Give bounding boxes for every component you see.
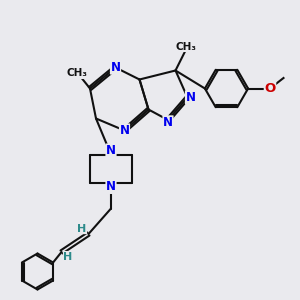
Text: N: N	[163, 116, 173, 129]
Text: N: N	[110, 61, 121, 74]
Text: CH₃: CH₃	[66, 68, 87, 79]
Text: CH₃: CH₃	[176, 41, 197, 52]
Text: N: N	[106, 144, 116, 157]
Text: O: O	[264, 82, 276, 95]
Text: H: H	[77, 224, 86, 234]
Text: H: H	[64, 251, 73, 262]
Text: N: N	[119, 124, 130, 137]
Text: N: N	[106, 180, 116, 194]
Text: N: N	[185, 91, 196, 104]
